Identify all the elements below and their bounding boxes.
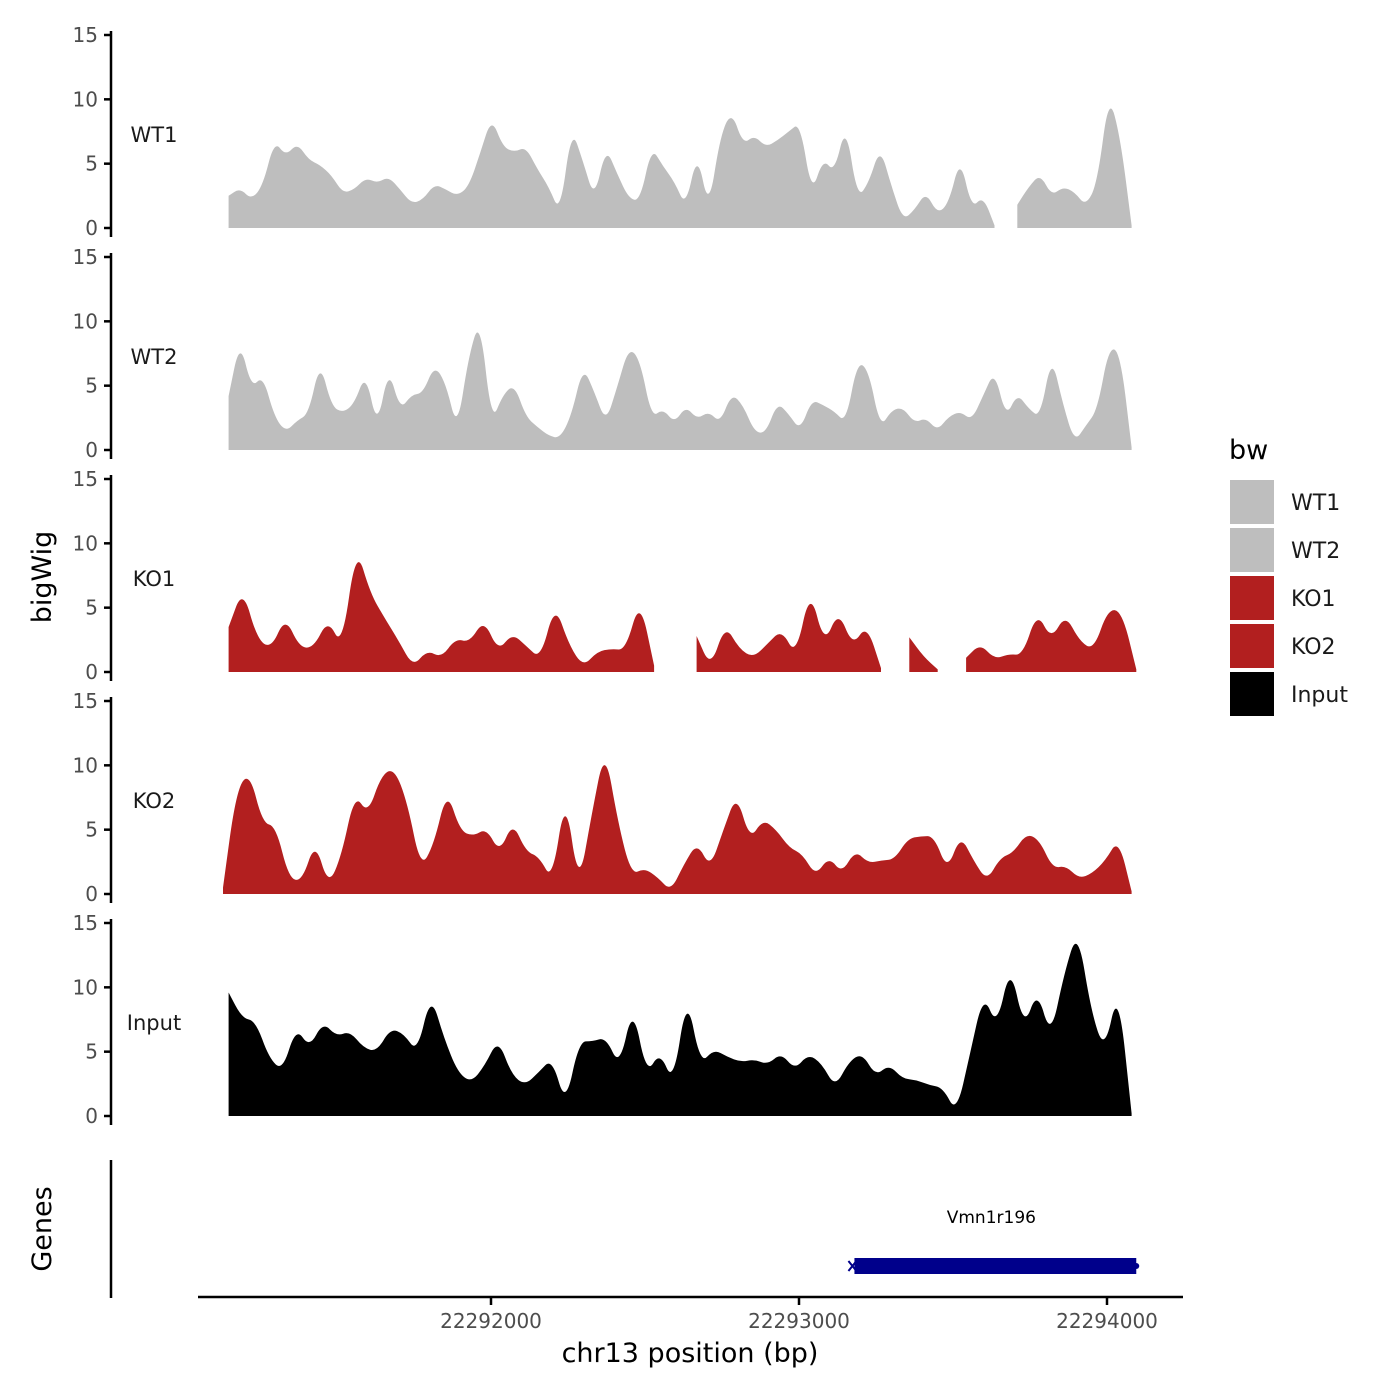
y-tick-label: 10 (73, 975, 98, 999)
legend-swatch (1230, 528, 1274, 572)
y-tick-label: 10 (73, 531, 98, 555)
track-ko1: 0 5 10 15 KO1 (73, 467, 1137, 684)
legend-label: KO2 (1291, 635, 1336, 660)
legend-entry-ko1: KO1 (1230, 576, 1336, 620)
gene-strand-start-icon (847, 1260, 858, 1272)
track-ko2: 0 5 10 15 KO2 (73, 689, 1132, 906)
track-area-wt2 (228, 332, 1132, 450)
track-area-ko2 (223, 765, 1132, 894)
legend-label: Input (1291, 683, 1348, 708)
legend-swatch (1230, 480, 1274, 524)
y-tick-label: 5 (85, 596, 98, 620)
legend-title: bw (1229, 435, 1268, 466)
legend: bw WT1 WT2 KO1 KO2 Input (1229, 435, 1348, 716)
x-tick-label: 22292000 (440, 1309, 542, 1333)
legend-entry-wt1: WT1 (1230, 480, 1340, 524)
track-area-ko1 (228, 562, 1137, 672)
gene-vmn1r196: Vmn1r196 (847, 1208, 1140, 1274)
y-tick-label: 0 (85, 660, 98, 684)
tracks-layer: 0 5 10 15 WT1 0 5 10 15 WT2 0 5 10 15 KO1 0 5 10 15 KO2 0 5 10… (73, 23, 1137, 1128)
track-area-wt1 (228, 108, 1132, 228)
track-area-input (228, 943, 1132, 1116)
x-tick-label: 22294000 (1056, 1309, 1158, 1333)
y-axis-title-bigwig: bigWig (27, 531, 58, 624)
y-axis-title-genes: Genes (27, 1186, 58, 1271)
track-wt2: 0 5 10 15 WT2 (73, 245, 1132, 462)
gene-panel: Vmn1r196 (109, 1160, 1140, 1298)
y-tick-label: 15 (73, 245, 98, 269)
legend-label: WT1 (1291, 491, 1340, 516)
legend-label: WT2 (1291, 539, 1340, 564)
legend-entry-input: Input (1230, 672, 1348, 716)
y-tick-label: 5 (85, 374, 98, 398)
y-tick-label: 5 (85, 818, 98, 842)
y-tick-label: 5 (85, 152, 98, 176)
y-tick-label: 15 (73, 689, 98, 713)
legend-entries: WT1 WT2 KO1 KO2 Input (1230, 480, 1348, 716)
legend-label: KO1 (1291, 587, 1336, 612)
track-label-ko2: KO2 (133, 789, 176, 813)
y-tick-label: 10 (73, 753, 98, 777)
track-input: 0 5 10 15 Input (73, 911, 1132, 1128)
y-tick-label: 5 (85, 1040, 98, 1064)
legend-entry-ko2: KO2 (1230, 624, 1336, 668)
track-label-ko1: KO1 (133, 567, 176, 591)
y-tick-label: 0 (85, 882, 98, 906)
y-tick-label: 0 (85, 216, 98, 240)
y-tick-label: 10 (73, 309, 98, 333)
y-tick-label: 15 (73, 911, 98, 935)
x-axis-title: chr13 position (bp) (562, 1338, 819, 1369)
y-tick-label: 15 (73, 467, 98, 491)
track-label-wt2: WT2 (131, 345, 178, 369)
legend-entry-wt2: WT2 (1230, 528, 1340, 572)
track-wt1: 0 5 10 15 WT1 (73, 23, 1132, 240)
y-tick-label: 10 (73, 87, 98, 111)
gene-label: Vmn1r196 (947, 1208, 1036, 1228)
gene-body (854, 1258, 1137, 1274)
y-tick-label: 0 (85, 438, 98, 462)
y-tick-label: 15 (73, 23, 98, 47)
x-tick-label: 22293000 (748, 1309, 850, 1333)
y-tick-label: 0 (85, 1104, 98, 1128)
track-label-input: Input (127, 1011, 181, 1035)
gene-strand-end-icon (1133, 1263, 1140, 1269)
legend-swatch (1230, 576, 1274, 620)
legend-swatch (1230, 624, 1274, 668)
x-axis: 22292000 22293000 22294000 (198, 1295, 1183, 1333)
legend-swatch (1230, 672, 1274, 716)
track-label-wt1: WT1 (131, 123, 178, 147)
